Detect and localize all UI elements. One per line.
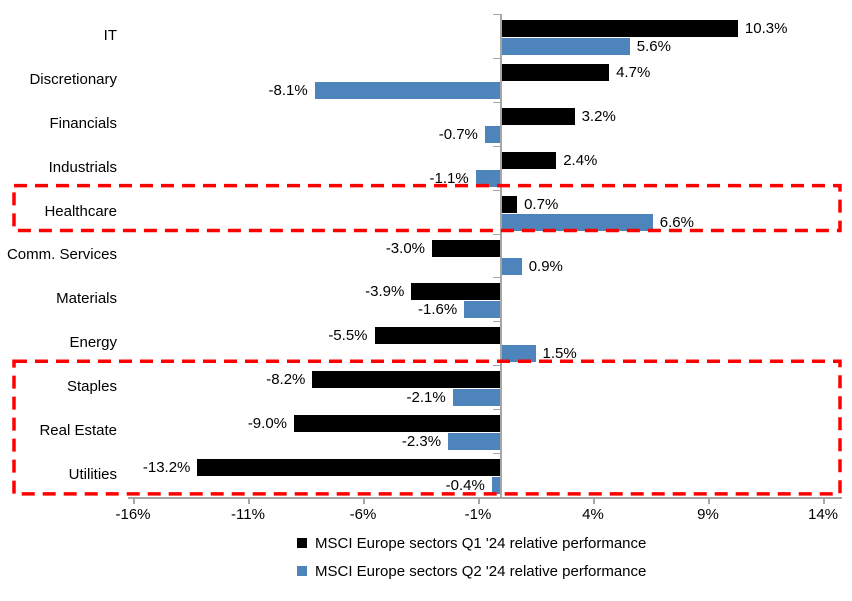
bar: [432, 239, 501, 257]
value-label: -1.6%: [418, 301, 458, 319]
category-label: Materials: [56, 290, 117, 308]
x-axis: [128, 497, 842, 499]
value-label: -9.0%: [247, 415, 287, 433]
bar: [501, 195, 518, 213]
value-label: -0.4%: [445, 477, 485, 494]
x-tick-label: 4%: [582, 506, 604, 523]
category-tick: [493, 453, 500, 454]
x-tick: [593, 497, 595, 504]
category-tick: [493, 277, 500, 279]
x-tick: [133, 497, 135, 504]
bar: [501, 38, 630, 55]
legend-label-q1: MSCI Europe sectors Q1 '24 relative perf…: [315, 534, 647, 552]
category-label: IT: [103, 26, 117, 44]
bar: [197, 459, 501, 476]
x-tick-label: 9%: [697, 506, 719, 523]
bar: [475, 169, 501, 187]
bar: [411, 283, 501, 301]
category-tick: [493, 145, 500, 147]
value-label: 3.2%: [581, 107, 616, 125]
bar: [464, 301, 501, 319]
x-tick-label: -1%: [464, 506, 492, 523]
bar: [312, 371, 501, 389]
category-label: Discretionary: [29, 70, 117, 88]
q1-series-swatch: [297, 538, 307, 548]
value-label: -1.1%: [429, 169, 469, 187]
legend-item-q1: MSCI Europe sectors Q1 '24 relative perf…: [297, 529, 646, 557]
bar: [484, 125, 501, 143]
category-tick: [493, 409, 500, 411]
value-label: 0.7%: [524, 195, 559, 213]
bar: [314, 81, 501, 99]
value-label: -2.1%: [406, 389, 446, 407]
x-tick-label: -11%: [231, 506, 265, 523]
x-tick: [708, 497, 710, 504]
x-tick-label: -6%: [349, 506, 377, 523]
value-label: 1.5%: [542, 345, 577, 363]
value-label: -13.2%: [142, 459, 191, 476]
bar: [501, 151, 557, 169]
category-label: Financials: [49, 114, 117, 132]
q2-series-swatch: [297, 566, 307, 576]
value-label: 10.3%: [744, 20, 788, 37]
x-tick: [823, 497, 825, 504]
category-tick: [493, 233, 500, 235]
y-axis: [500, 14, 502, 497]
value-label: -3.9%: [365, 283, 405, 301]
bar: [501, 20, 738, 37]
value-label: -8.1%: [268, 81, 308, 99]
category-label: Real Estate: [39, 422, 117, 440]
x-tick: [478, 497, 480, 504]
value-label: 2.4%: [563, 151, 598, 169]
value-label: 0.9%: [528, 257, 563, 275]
bar: [501, 63, 610, 81]
bar: [374, 327, 501, 345]
legend-label-q2: MSCI Europe sectors Q2 '24 relative perf…: [315, 562, 647, 580]
legend: MSCI Europe sectors Q1 '24 relative perf…: [297, 529, 646, 585]
value-label: 5.6%: [636, 38, 671, 55]
value-label: -3.0%: [385, 239, 425, 257]
bar: [452, 389, 501, 407]
category-tick: [493, 365, 500, 367]
bar: [501, 257, 522, 275]
category-tick: [493, 14, 500, 15]
x-tick-label: -16%: [115, 506, 151, 523]
legend-item-q2: MSCI Europe sectors Q2 '24 relative perf…: [297, 557, 646, 585]
x-tick: [248, 497, 250, 504]
value-label: -8.2%: [266, 371, 306, 389]
bar: [448, 433, 501, 451]
value-label: 6.6%: [659, 213, 694, 231]
category-label: Utilities: [68, 465, 117, 483]
value-label: -2.3%: [401, 433, 442, 451]
category-label: Energy: [69, 334, 117, 352]
category-tick: [493, 189, 500, 191]
category-tick: [493, 101, 500, 103]
x-tick-label: 14%: [807, 506, 839, 523]
bar: [501, 345, 536, 363]
bar: [501, 107, 575, 125]
bar: [294, 415, 501, 433]
category-tick: [493, 57, 500, 59]
value-label: 4.7%: [616, 63, 651, 81]
category-label: Staples: [66, 378, 117, 396]
category-tick: [493, 321, 500, 323]
value-label: -0.7%: [438, 125, 478, 143]
healthcare-highlight-box: [12, 183, 842, 233]
category-label: Industrials: [48, 158, 117, 176]
category-label: Healthcare: [44, 202, 117, 220]
x-tick: [363, 497, 365, 504]
category-label: Comm. Services: [6, 246, 117, 264]
value-label: -5.5%: [328, 327, 368, 345]
bar: [501, 213, 653, 231]
